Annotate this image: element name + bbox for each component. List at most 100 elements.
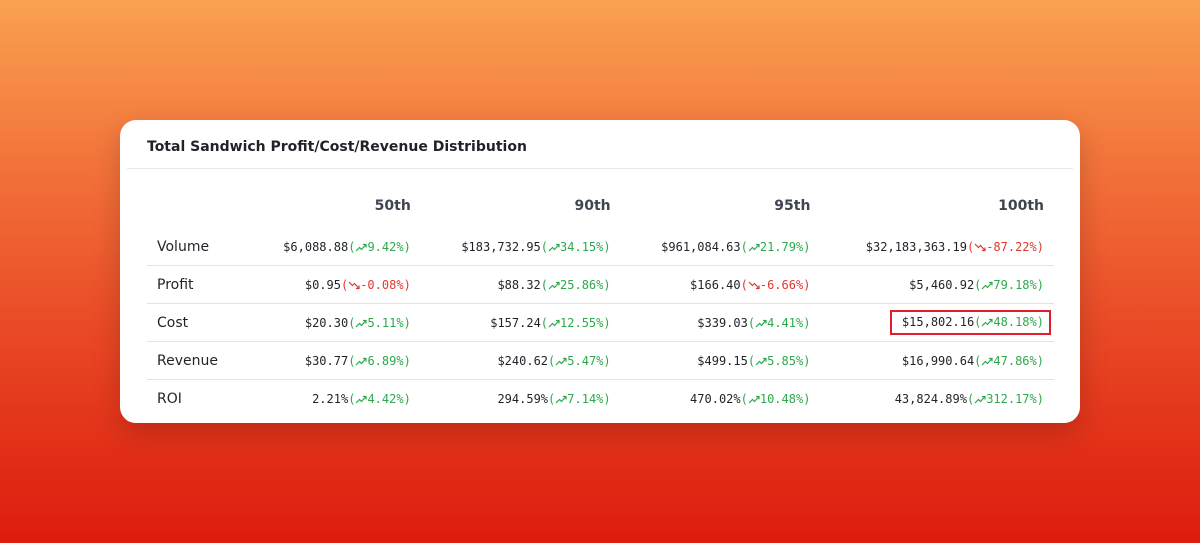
cell-content: $240.62(5.47%) — [497, 354, 610, 368]
change-percent: 6.89% — [367, 353, 404, 368]
cell-value: 43,824.89% — [894, 391, 967, 406]
trend-up-icon — [355, 240, 368, 254]
row-label: Profit — [147, 265, 251, 304]
cell-value: $5,460.92 — [909, 277, 975, 292]
paren-close: ) — [1036, 315, 1044, 329]
change-percent: 10.48% — [759, 391, 804, 406]
row-label: Cost — [147, 303, 251, 342]
cell-change: (312.17%) — [967, 392, 1044, 406]
paren-close: ) — [603, 315, 611, 330]
cell-change: (48.18%) — [974, 315, 1044, 329]
cell-change: (4.42%) — [348, 392, 411, 406]
paren-open: ( — [974, 353, 982, 368]
column-header — [147, 184, 250, 228]
paren-close: ) — [1036, 239, 1044, 254]
paren-close: ) — [403, 353, 411, 368]
paren-open: ( — [540, 315, 549, 330]
cell-change: (-87.22%) — [967, 240, 1044, 254]
paren-close: ) — [1036, 353, 1044, 368]
table-header-row: 50th 90th 95th 100th — [147, 184, 1054, 228]
column-header: 100th — [998, 198, 1044, 214]
table-cell: $157.24(12.55%) — [420, 303, 621, 342]
cell-value: 470.02% — [690, 391, 741, 406]
paren-open: ( — [340, 277, 349, 292]
change-percent: 79.18% — [993, 277, 1037, 292]
paren-close: ) — [803, 315, 811, 330]
change-percent: 12.55% — [560, 315, 604, 330]
paren-close: ) — [603, 239, 611, 254]
cell-value: 294.59% — [497, 391, 549, 406]
trend-up-icon — [355, 392, 368, 406]
cell-change: (21.79%) — [741, 240, 811, 254]
table-cell: $183,732.95(34.15%) — [420, 228, 621, 266]
table-row: Cost $20.30(5.11%) $157.24(12.55%) $339.03(… — [147, 303, 1054, 342]
change-percent: 7.14% — [567, 391, 604, 406]
paren-open: ( — [747, 353, 756, 368]
highlighted-cell-box: $15,802.16(48.18%) — [889, 310, 1051, 335]
trend-up-icon — [555, 354, 567, 368]
change-percent: 5.85% — [767, 353, 804, 368]
table-cell: $16,990.64(47.86%) — [820, 341, 1054, 380]
cell-value: $961,084.63 — [661, 239, 741, 254]
cell-value: $20.30 — [304, 315, 349, 330]
card-header: Total Sandwich Profit/Cost/Revenue Distr… — [127, 126, 1073, 169]
paren-open: ( — [348, 239, 356, 254]
trend-up-icon — [755, 354, 767, 368]
table-row: Revenue $30.77(6.89%) $240.62(5.47%) $499.1… — [147, 341, 1054, 380]
cell-change: (6.89%) — [348, 354, 411, 368]
card-title: Total Sandwich Profit/Cost/Revenue Distr… — [147, 139, 527, 155]
table-row: Profit $0.95(-0.08%) $88.32(25.86%) $166.40… — [147, 265, 1054, 304]
paren-close: ) — [403, 239, 411, 254]
trend-up-icon — [548, 240, 560, 254]
cell-change: (10.48%) — [741, 392, 811, 406]
table-cell: $961,084.63(21.79%) — [620, 228, 821, 266]
cell-content: $88.32(25.86%) — [497, 278, 610, 292]
table-cell: $0.95(-0.08%) — [250, 265, 421, 304]
paren-close: ) — [803, 277, 811, 292]
table-cell: 470.02%(10.48%) — [621, 380, 821, 418]
paren-open: ( — [540, 239, 549, 254]
cell-value: $6,088.88 — [283, 239, 349, 254]
paren-open: ( — [747, 315, 756, 330]
change-percent: 5.11% — [367, 315, 404, 330]
paren-open: ( — [974, 277, 982, 292]
cell-value: $240.62 — [497, 353, 549, 368]
table-cell: $240.62(5.47%) — [420, 341, 621, 380]
trend-up-icon — [974, 392, 986, 406]
change-percent: 21.79% — [759, 239, 804, 254]
cell-change: (12.55%) — [541, 316, 611, 330]
paren-open: ( — [966, 239, 975, 254]
column-header: 50th — [374, 198, 411, 214]
table-row: Volume $6,088.88(9.42%) $183,732.95(34.15%… — [147, 228, 1054, 266]
cell-change: (34.15%) — [541, 240, 611, 254]
cell-change: (4.41%) — [748, 316, 811, 330]
cell-change: ( -6.66%) — [741, 278, 811, 292]
trend-up-icon — [355, 316, 368, 330]
trend-up-icon — [548, 278, 560, 292]
change-percent: -0.08% — [360, 277, 404, 292]
row-label: Revenue — [147, 341, 251, 380]
trend-up-icon — [981, 354, 994, 368]
trend-up-icon — [748, 392, 760, 406]
cell-change: (5.11%) — [348, 316, 411, 330]
cell-change: (5.47%) — [548, 354, 611, 368]
trend-down-icon — [348, 278, 360, 292]
change-percent: 4.41% — [767, 315, 804, 330]
paren-open: ( — [740, 277, 748, 292]
table-cell: $339.03(4.41%) — [620, 303, 821, 342]
cell-content: $183,732.95(34.15%) — [461, 240, 610, 254]
cell-content: $166.40(-6.66%) — [690, 278, 810, 292]
change-percent: -6.66% — [759, 277, 804, 292]
table-cell: $32,183,363.19(-87.22%) — [820, 228, 1054, 266]
card-body: Total Sandwich Profit/Cost/Revenue Distr… — [127, 126, 1073, 423]
table-cell: $88.32(25.86%) — [420, 265, 621, 304]
change-percent: 312.17% — [986, 391, 1037, 406]
change-percent: 47.86% — [993, 353, 1037, 368]
paren-open: ( — [348, 315, 356, 330]
paren-close: ) — [603, 277, 611, 292]
paren-open: ( — [548, 391, 556, 406]
trend-up-icon — [748, 240, 760, 254]
paren-open: ( — [740, 239, 748, 254]
cell-content: 294.59%(7.14%) — [497, 392, 610, 406]
table-cell: $499.15(5.85%) — [620, 341, 821, 380]
